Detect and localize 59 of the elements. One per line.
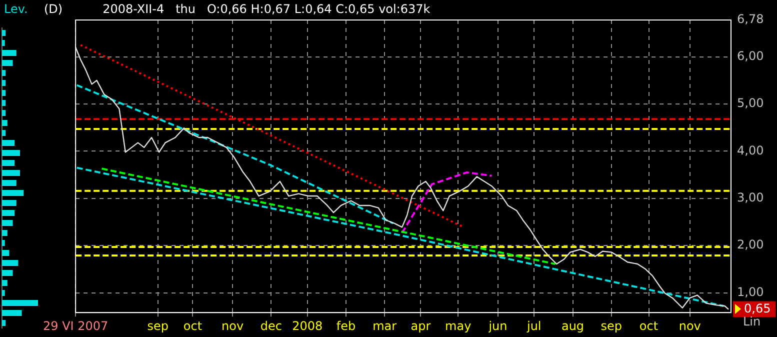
y-tick-label: 3,00	[737, 190, 764, 205]
bar	[2, 190, 24, 196]
bar	[2, 30, 6, 36]
bar	[2, 230, 8, 236]
bar	[2, 50, 16, 56]
text: 0,65	[744, 301, 771, 316]
bar	[2, 80, 6, 86]
y-tick-label: 6,00	[737, 48, 764, 63]
x-tick-label: aug	[561, 318, 584, 333]
chart-title: Lev.	[4, 2, 28, 16]
x-tick-label: 2008	[292, 318, 323, 333]
bar	[2, 40, 5, 46]
bar	[2, 210, 15, 216]
bar	[2, 300, 38, 306]
chart-subtitle: 2008-XII-4 thu O:0,66 H:0,67 L:0,64 C:0,65 vol:637k	[102, 2, 430, 16]
y-tick-label: 2,00	[737, 238, 764, 252]
bar	[2, 130, 6, 136]
y-tick-label: 1,00	[737, 284, 764, 299]
x-tick-label: jul	[526, 318, 542, 333]
x-tick-label: may	[445, 318, 472, 333]
y-tick-label: 5,00	[737, 96, 764, 110]
y-tick-label: 4,00	[737, 143, 764, 158]
bar	[2, 90, 6, 96]
bar	[2, 110, 6, 116]
bar	[2, 200, 16, 206]
x-tick-label: nov	[678, 318, 701, 333]
bar	[2, 320, 6, 326]
bar	[2, 250, 10, 256]
bar	[2, 290, 5, 296]
text: Lin	[743, 314, 761, 329]
bar	[2, 310, 22, 316]
bar	[2, 170, 20, 176]
x-tick-label: jun	[488, 318, 508, 333]
x-tick-label: nov	[222, 318, 244, 333]
bar	[2, 140, 15, 146]
x-tick-label: sep	[600, 318, 622, 333]
y-tick-label: 6,78	[737, 12, 764, 26]
bar	[2, 280, 8, 286]
chart-title: (D)	[44, 2, 63, 16]
bar	[2, 70, 6, 76]
bar	[2, 120, 8, 126]
x-tick-label: oct	[639, 318, 658, 333]
x-tick-label: oct	[183, 318, 202, 333]
bar	[2, 150, 20, 156]
bar	[2, 240, 5, 246]
bar	[2, 60, 13, 66]
bar	[2, 100, 6, 106]
x-tick-label: mar	[372, 318, 397, 333]
x-tick-label: sep	[147, 318, 168, 333]
bar	[2, 220, 13, 226]
bar	[2, 270, 13, 276]
x-tick-label: dec	[260, 318, 282, 333]
bar	[2, 260, 18, 266]
x-tick-label: 29 VI 2007	[43, 318, 108, 333]
x-tick-label: feb	[336, 318, 356, 333]
x-tick-label: apr	[410, 318, 431, 333]
line-series	[401, 171, 493, 234]
bar	[2, 180, 16, 186]
bar	[2, 160, 15, 166]
